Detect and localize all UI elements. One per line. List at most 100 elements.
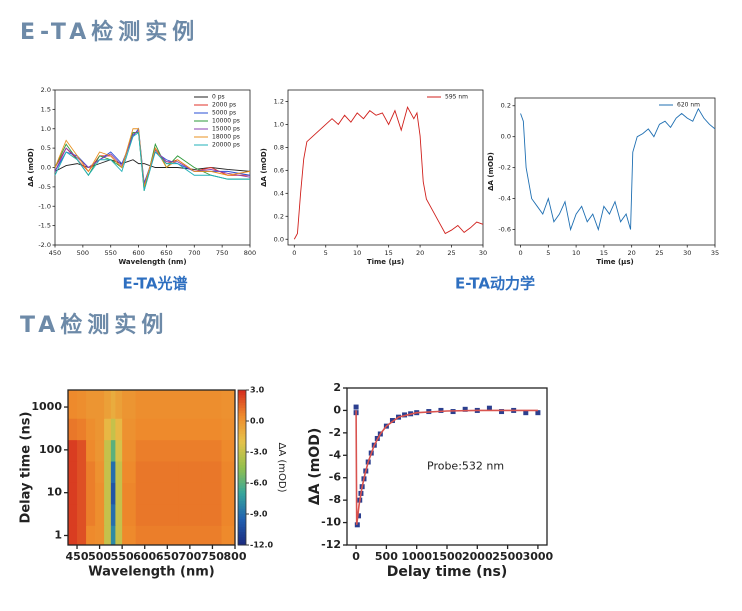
- colorbar-strip: [238, 485, 246, 489]
- heat-cell: [86, 390, 96, 419]
- colorbar-strip: [238, 446, 246, 450]
- heat-cell: [110, 482, 116, 505]
- colorbar-strip: [238, 400, 246, 404]
- colorbar-strip: [238, 449, 246, 453]
- heat-cell: [77, 482, 87, 505]
- colorbar-strip: [238, 470, 246, 474]
- heat-cell: [201, 439, 222, 462]
- x-axis-label: Delay time (ns): [387, 564, 507, 580]
- y-tick-label: 2: [333, 381, 341, 394]
- heat-cell: [86, 503, 96, 526]
- heat-cell: [68, 439, 78, 462]
- caption: E-TA光谱: [123, 275, 188, 293]
- colorbar-tick-label: -12.0: [250, 541, 273, 550]
- x-tick-label: 500: [77, 249, 89, 257]
- heat-cell: [77, 461, 87, 483]
- heat-cell: [178, 503, 202, 526]
- x-tick-label: 25: [655, 249, 663, 257]
- plot-frame: [67, 389, 236, 546]
- x-axis-label: Time (μs): [596, 258, 633, 266]
- x-tick-label: 600: [133, 550, 156, 563]
- x-tick-label: 650: [156, 550, 179, 563]
- data-point: [486, 405, 492, 411]
- colorbar-strip: [238, 508, 246, 512]
- y-axis-label: ΔA (mOD): [307, 428, 323, 505]
- y-tick-label: 1.0: [274, 120, 284, 128]
- y-tick-label: -0.2: [498, 164, 511, 172]
- colorbar-strip: [238, 532, 246, 536]
- legend-label: 2000 ps: [212, 102, 236, 109]
- heat-cell: [110, 390, 116, 419]
- legend-label: 620 nm: [677, 102, 700, 109]
- series-line: [293, 106, 484, 240]
- heat-cell: [156, 390, 180, 419]
- heat-cell: [221, 461, 236, 483]
- heat-cell: [115, 461, 123, 483]
- heat-cell: [68, 390, 78, 419]
- colorbar-strip: [238, 539, 246, 543]
- heat-cell: [156, 503, 180, 526]
- y-axis-label: ΔA (mOD): [487, 152, 495, 191]
- plot-frame: [287, 89, 484, 246]
- x-tick-label: 25: [447, 249, 455, 257]
- colorbar-strip: [238, 405, 246, 409]
- colorbar-strip: [238, 462, 246, 466]
- x-tick-label: 35: [711, 249, 719, 257]
- heat-cell: [95, 418, 105, 441]
- x-axis-label: Time (μs): [367, 258, 404, 266]
- legend-label: 10000 ps: [212, 118, 240, 125]
- colorbar-label: ΔA (mOD): [276, 443, 287, 493]
- x-tick-label: 700: [188, 249, 200, 257]
- x-tick-label: 30: [683, 249, 691, 257]
- x-tick-label: 10: [572, 249, 580, 257]
- colorbar-strip: [238, 464, 246, 468]
- y-tick-label: 0.6: [274, 166, 284, 174]
- legend-label: 0 ps: [212, 94, 225, 101]
- data-point: [499, 409, 505, 415]
- data-point: [523, 410, 529, 416]
- heat-cell: [122, 503, 137, 526]
- y-tick-label: 0.5: [41, 144, 51, 152]
- y-tick-label: -2: [329, 426, 341, 439]
- colorbar-strip: [238, 534, 246, 538]
- colorbar-strip: [238, 421, 246, 425]
- colorbar-strip: [238, 475, 246, 479]
- colorbar-strip: [238, 433, 246, 437]
- x-tick-label: 5: [324, 249, 328, 257]
- section-heading: TA检测实例: [20, 312, 168, 338]
- colorbar-strip: [238, 428, 246, 432]
- heat-cell: [156, 525, 180, 546]
- x-tick-label: 0: [352, 550, 360, 563]
- legend-label: 18000 ps: [212, 134, 240, 141]
- heat-cell: [115, 482, 123, 505]
- x-tick-label: 10: [353, 249, 361, 257]
- legend-label: 595 nm: [445, 94, 468, 101]
- heat-cell: [122, 461, 137, 483]
- colorbar-tick-label: 0.0: [250, 417, 265, 426]
- x-tick-label: 500: [375, 550, 398, 563]
- section-heading: E-TA检测实例: [20, 19, 199, 45]
- y-tick-label: 100: [39, 443, 62, 456]
- colorbar-strip: [238, 452, 246, 456]
- heat-cell: [201, 461, 222, 483]
- heat-cell: [77, 418, 87, 441]
- y-tick-label: 10: [47, 486, 63, 499]
- heat-cell: [115, 503, 123, 526]
- heat-cell: [95, 503, 105, 526]
- heat-cell: [68, 461, 78, 483]
- colorbar-strip: [238, 472, 246, 476]
- heat-cell: [115, 418, 123, 441]
- colorbar-strip: [238, 436, 246, 440]
- y-tick-label: -12: [321, 538, 341, 551]
- colorbar-strip: [238, 493, 246, 497]
- colorbar-strip: [238, 514, 246, 518]
- colorbar-strip: [238, 410, 246, 414]
- y-tick-label: -1.0: [38, 202, 51, 210]
- data-point: [353, 404, 359, 410]
- x-tick-label: 1000: [401, 550, 432, 563]
- heat-cell: [68, 525, 78, 546]
- heat-cell: [135, 439, 157, 462]
- heat-cell: [201, 525, 222, 546]
- heat-cell: [95, 482, 105, 505]
